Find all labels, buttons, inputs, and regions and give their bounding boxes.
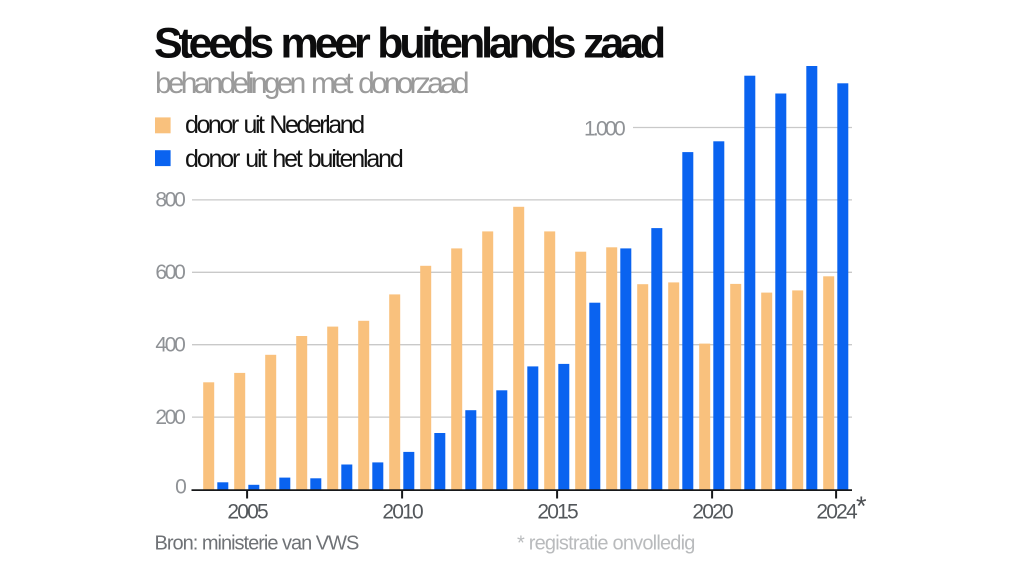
svg-text:2015: 2015 — [537, 501, 578, 524]
svg-text:behandelingen met donorzaad: behandelingen met donorzaad — [155, 67, 468, 100]
svg-text:600: 600 — [155, 261, 185, 284]
svg-text:donor uit het buitenland: donor uit het buitenland — [185, 145, 403, 173]
svg-text:Steeds meer buitenlands zaad: Steeds meer buitenlands zaad — [154, 20, 664, 68]
svg-text:2024: 2024 — [816, 501, 858, 524]
svg-text:0: 0 — [175, 475, 186, 498]
svg-text:* registratie onvolledig: * registratie onvolledig — [517, 533, 695, 555]
svg-text:2020: 2020 — [692, 501, 733, 524]
svg-text:1.000: 1.000 — [584, 117, 625, 140]
svg-text:800: 800 — [155, 189, 185, 212]
svg-text:400: 400 — [155, 334, 185, 357]
svg-text:200: 200 — [155, 406, 185, 429]
svg-text:2005: 2005 — [227, 501, 268, 524]
svg-text:*: * — [856, 491, 867, 521]
svg-text:donor uit Nederland: donor uit Nederland — [185, 111, 364, 139]
svg-text:2010: 2010 — [382, 501, 423, 524]
svg-text:Bron: ministerie van VWS: Bron: ministerie van VWS — [155, 533, 360, 555]
